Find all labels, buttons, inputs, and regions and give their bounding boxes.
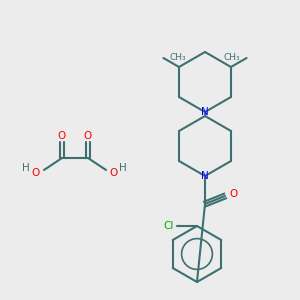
Text: H: H xyxy=(119,163,127,173)
Text: H: H xyxy=(22,163,30,173)
Text: O: O xyxy=(58,131,66,141)
Text: O: O xyxy=(32,168,40,178)
Text: N: N xyxy=(201,107,209,117)
Text: CH₃: CH₃ xyxy=(224,53,241,62)
Text: N: N xyxy=(201,171,209,181)
Text: O: O xyxy=(84,131,92,141)
Text: Cl: Cl xyxy=(164,221,174,231)
Text: O: O xyxy=(229,189,237,199)
Text: O: O xyxy=(110,168,118,178)
Text: CH₃: CH₃ xyxy=(169,53,186,62)
